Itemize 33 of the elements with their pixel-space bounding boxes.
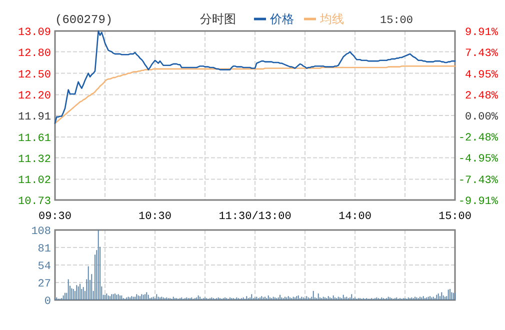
y-tick-label: 10.73 (18, 196, 51, 208)
y-tick-label: 12.50 (18, 69, 51, 82)
y2-tick-label: -2.48% (458, 132, 498, 145)
y2-tick-label: 7.43% (464, 48, 498, 60)
y-tick-label: 108 (31, 226, 51, 238)
y-tick-label: 11.61 (18, 132, 52, 145)
y-tick-label: 27 (38, 278, 51, 290)
legend-label: 价格 (269, 12, 294, 26)
y2-tick-label: 9.91% (464, 27, 498, 39)
y-tick-label: 54 (38, 261, 52, 273)
y2-tick-label: -7.43% (458, 174, 498, 187)
y2-tick-label: -4.95% (458, 154, 498, 166)
y2-tick-label: 2.48% (464, 90, 498, 102)
y-tick-label: 11.91 (18, 112, 52, 124)
y-tick-label: 13.09 (18, 27, 51, 39)
y-tick-label: 81 (38, 244, 52, 256)
y-tick-label: 11.02 (18, 175, 51, 188)
chart-subtitle: 分时图 (200, 12, 236, 26)
y2-tick-label: 0.00% (464, 112, 498, 124)
y2-tick-label: -9.91% (458, 196, 498, 208)
x-tick-label: 09:30 (38, 211, 72, 223)
x-tick-label: 11:30/13:00 (218, 211, 292, 223)
legend-label: 均线 (319, 12, 344, 26)
y-tick-label: 12.20 (18, 90, 51, 103)
y-tick-label: 12.80 (18, 48, 51, 60)
chart-title: (600279) (55, 13, 113, 27)
y-tick-label: 11.32 (18, 154, 51, 166)
x-tick-label: 14:00 (338, 211, 372, 223)
y-tick-label: 0 (44, 296, 51, 308)
text: 15:00 (380, 15, 414, 27)
x-tick-label: 15:00 (438, 211, 472, 223)
y2-tick-label: 4.95% (464, 69, 498, 82)
x-tick-label: 10:30 (138, 211, 172, 223)
